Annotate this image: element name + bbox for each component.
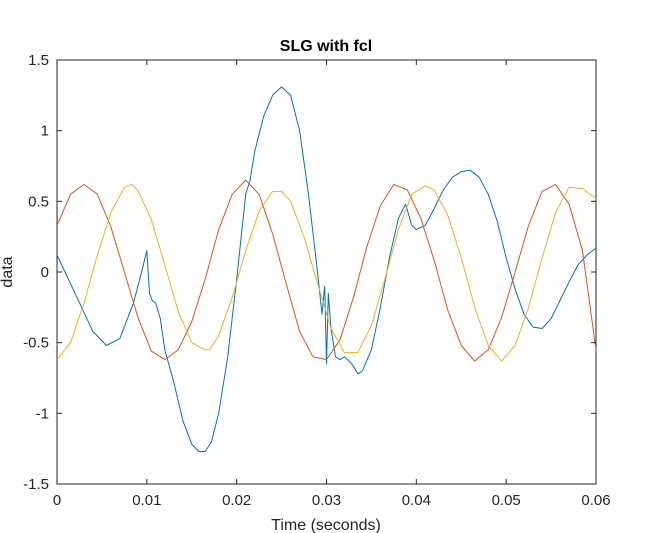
x-axis-ticks: 0 0.01 0.02 0.03 0.04 0.05 0.06	[53, 60, 611, 509]
x-tick-label: 0.05	[492, 492, 521, 509]
y-tick-label: 1.5	[28, 52, 49, 69]
y-tick-label: 0.5	[28, 193, 49, 210]
y-axis-label: data	[0, 256, 16, 287]
x-tick-label: 0.01	[132, 492, 161, 509]
series-layer	[56, 86, 597, 452]
y-tick-label: 0	[41, 264, 49, 281]
y-tick-label: 1	[41, 123, 49, 140]
x-tick-label: 0.02	[222, 492, 251, 509]
x-axis-label: Time (seconds)	[271, 517, 381, 533]
y-tick-label: -1	[36, 405, 49, 422]
y-tick-label: -0.5	[23, 335, 49, 352]
series-line-3	[56, 183, 597, 362]
x-tick-label: 0.03	[312, 492, 341, 509]
series-line-2	[56, 179, 597, 362]
x-tick-label: 0.04	[402, 492, 431, 509]
series-line-1	[56, 86, 597, 452]
chart-title: SLG with fcl	[280, 38, 372, 55]
x-tick-label: 0.06	[581, 492, 610, 509]
y-axis-ticks: -1.5 -1 -0.5 0 0.5 1 1.5	[23, 52, 596, 493]
y-tick-label: -1.5	[23, 476, 49, 493]
x-tick-label: 0	[53, 492, 61, 509]
plot-area	[56, 59, 597, 485]
